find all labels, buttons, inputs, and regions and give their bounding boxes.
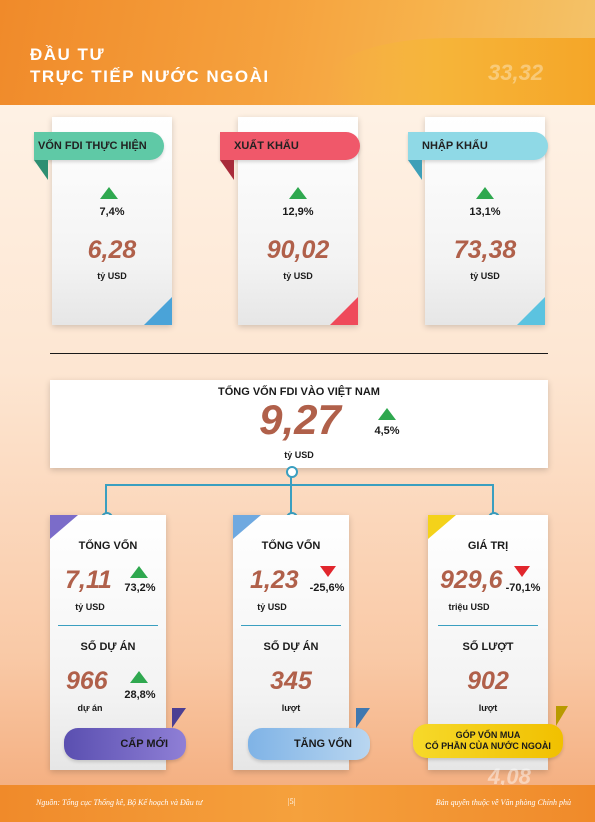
up-arrow-icon <box>130 566 148 578</box>
card-separator <box>438 625 538 626</box>
metric-label: SỐ DỰ ÁN <box>80 641 136 653</box>
card-body <box>50 515 166 770</box>
metric-change: 28,8% <box>124 689 156 701</box>
new-button[interactable]: CẤP MỚI <box>64 728 186 760</box>
button-label: TĂNG VỐN <box>293 738 352 750</box>
down-arrow-icon <box>320 566 336 577</box>
card-corner <box>144 297 172 325</box>
button-fold <box>172 708 186 728</box>
card-label: VỐN FDI THỰC HIỆN <box>38 140 147 152</box>
metric-unit: tỷ USD <box>75 602 105 612</box>
value: 6,28 <box>87 236 137 264</box>
metric-value: 929,6 <box>440 566 503 594</box>
metric-value: 966 <box>66 667 108 695</box>
connector-line <box>290 484 292 518</box>
metric-unit: tỷ USD <box>257 602 287 612</box>
metric-value: 1,23 <box>250 566 299 594</box>
card-ribbon: XUẤT KHẨU <box>220 132 360 160</box>
change-percent: 7,4% <box>99 206 125 218</box>
page-title: ĐẦU TƯ TRỰC TIẾP NƯỚC NGOÀI <box>30 44 270 88</box>
total-value: 9,27 <box>259 396 341 443</box>
connector-line <box>105 484 107 518</box>
page-number: |5| <box>288 797 296 806</box>
metric-label: SỐ LƯỢT <box>462 641 514 653</box>
card-corner <box>50 515 78 539</box>
change-percent: 12,9% <box>282 206 314 218</box>
ribbon-fold <box>34 160 48 180</box>
unit: tỷ USD <box>97 271 127 281</box>
metric-unit: triệu USD <box>448 602 490 612</box>
metric-label: GIÁ TRỊ <box>467 540 509 552</box>
up-arrow-icon <box>100 187 118 199</box>
button-label: CẤP MỚI <box>120 738 168 750</box>
card-corner <box>428 515 456 539</box>
up-arrow-icon <box>378 408 396 420</box>
value: 90,02 <box>266 236 330 264</box>
value: 73,38 <box>453 236 517 264</box>
total-unit: tỷ USD <box>284 450 314 460</box>
connector-line <box>492 484 494 518</box>
metric-value: 345 <box>270 667 312 695</box>
metric-label: TỔNG VỐN <box>261 540 321 552</box>
card-ribbon: VỐN FDI THỰC HIỆN <box>34 132 164 160</box>
button-fold <box>556 706 568 726</box>
button-label-line-2: CỔ PHẦN CỦA NƯỚC NGOÀI <box>425 741 551 751</box>
footer-copyright: Bản quyền thuộc về Văn phòng Chính phủ <box>435 798 571 807</box>
card-separator <box>241 625 341 626</box>
button-fold <box>356 708 370 728</box>
ribbon-fold <box>220 160 234 180</box>
background-number: 4,08 <box>488 764 531 789</box>
footer-source: Nguồn: Tổng cục Thống kê, Bộ Kế hoạch và… <box>36 798 203 807</box>
card-body <box>233 515 349 770</box>
card-corner <box>233 515 261 539</box>
header-decoration <box>330 38 595 105</box>
metric-value: 7,11 <box>65 566 112 594</box>
down-arrow-icon <box>514 566 530 577</box>
card-label: NHẬP KHẨU <box>422 140 488 152</box>
metric-unit: lượt <box>281 703 301 713</box>
change-percent: 13,1% <box>469 206 501 218</box>
title-line-1: ĐẦU TƯ <box>30 45 106 64</box>
unit: tỷ USD <box>283 271 313 281</box>
capital-contribution-button[interactable]: GÓP VỐN MUA CỔ PHẦN CỦA NƯỚC NGOÀI <box>413 724 563 758</box>
metric-label: TỔNG VỐN <box>78 540 138 552</box>
metric-unit: dự án <box>77 703 103 713</box>
card-separator <box>58 625 158 626</box>
connector-dot <box>286 466 298 478</box>
metric-change: -25,6% <box>309 582 345 594</box>
background-number: 33,32 <box>488 60 544 85</box>
page-header: ĐẦU TƯ TRỰC TIẾP NƯỚC NGOÀI 33,32 <box>0 0 595 105</box>
ribbon-fold <box>408 160 422 180</box>
up-arrow-icon <box>476 187 494 199</box>
metric-value: 902 <box>467 667 509 695</box>
metric-unit: lượt <box>478 703 498 713</box>
card-label: XUẤT KHẨU <box>234 140 299 152</box>
button-label-line-1: GÓP VỐN MUA <box>455 730 521 740</box>
increase-button[interactable]: TĂNG VỐN <box>248 728 370 760</box>
card-corner <box>517 297 545 325</box>
divider <box>50 353 548 354</box>
total-title: TỔNG VỐN FDI VÀO VIỆT NAM <box>218 386 380 398</box>
page-footer: Nguồn: Tổng cục Thống kê, Bộ Kế hoạch và… <box>0 785 595 822</box>
title-line-2: TRỰC TIẾP NƯỚC NGOÀI <box>30 67 270 86</box>
unit: tỷ USD <box>470 271 500 281</box>
metric-label: SỐ DỰ ÁN <box>263 641 319 653</box>
card-corner <box>330 297 358 325</box>
metric-change: 73,2% <box>124 582 156 594</box>
connector-line <box>105 484 493 486</box>
metric-change: -70,1% <box>505 582 541 594</box>
card-ribbon: NHẬP KHẨU <box>408 132 548 160</box>
up-arrow-icon <box>289 187 307 199</box>
total-change: 4,5% <box>374 425 400 437</box>
total-card <box>50 380 548 468</box>
up-arrow-icon <box>130 671 148 683</box>
